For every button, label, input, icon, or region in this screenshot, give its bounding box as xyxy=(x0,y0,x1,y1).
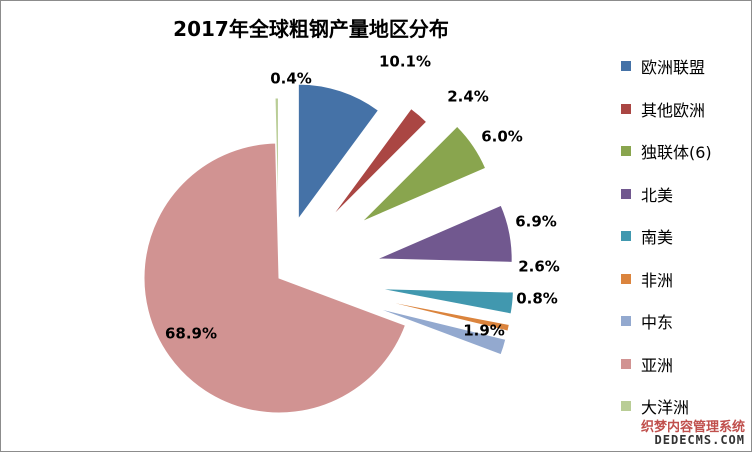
legend-swatch xyxy=(621,188,631,199)
pie-slice-3 xyxy=(361,125,487,223)
legend-swatch xyxy=(621,146,631,157)
legend-item-8: 亚洲 xyxy=(621,343,746,386)
legend-label: 北美 xyxy=(641,185,674,205)
legend-item-2: 其他欧洲 xyxy=(621,88,746,131)
data-label-1: 10.1% xyxy=(379,53,431,71)
legend-item-4: 北美 xyxy=(621,173,746,216)
watermark-line2: DEDECMS.COM xyxy=(654,433,745,448)
pie-slice-1 xyxy=(297,83,380,221)
legend-label: 南美 xyxy=(641,228,674,248)
legend-label: 中东 xyxy=(641,313,674,333)
legend-label: 亚洲 xyxy=(641,355,674,375)
legend-label: 独联体(6) xyxy=(641,143,712,163)
data-label-7: 1.9% xyxy=(463,322,505,340)
pie-slice-8 xyxy=(143,142,407,414)
chart-title: 2017年全球粗钢产量地区分布 xyxy=(173,17,449,41)
legend-item-7: 中东 xyxy=(621,300,746,343)
data-label-3: 6.0% xyxy=(481,128,523,146)
pie-slice-2 xyxy=(330,107,428,218)
legend-label: 欧洲联盟 xyxy=(641,58,706,78)
pie-chart: 10.1% 2.4% 6.0% 6.9% 2.6% 0.8% 1.9% 68.9% 0.4% xyxy=(143,53,560,414)
data-label-5: 2.6% xyxy=(518,258,560,276)
legend-label: 非洲 xyxy=(641,270,674,290)
legend-swatch xyxy=(621,358,631,369)
data-label-6: 0.8% xyxy=(516,290,558,308)
pie-slice-5 xyxy=(378,288,514,315)
legend-swatch xyxy=(621,103,631,114)
legend-swatch xyxy=(621,273,631,284)
legend-swatch xyxy=(621,316,631,327)
pie-slice-7 xyxy=(374,306,507,356)
watermark-line1: 织梦内容管理系统 xyxy=(640,419,745,435)
legend-label: 大洋洲 xyxy=(641,398,690,418)
data-label-9: 0.4% xyxy=(270,70,312,88)
legend: 欧洲联盟其他欧洲独联体(6) 北美南美非洲中东亚洲大洋洲 xyxy=(621,45,746,428)
legend-item-9: 大洋洲 xyxy=(621,385,746,428)
legend-item-6: 非洲 xyxy=(621,258,746,301)
legend-label: 其他欧洲 xyxy=(641,100,706,120)
legend-item-5: 南美 xyxy=(621,215,746,258)
legend-item-1: 欧洲联盟 xyxy=(621,45,746,88)
data-label-8: 68.9% xyxy=(165,325,217,343)
legend-swatch xyxy=(621,401,631,412)
legend-item-3: 独联体(6) xyxy=(621,130,746,173)
pie-slice-9 xyxy=(274,97,279,234)
data-label-4: 6.9% xyxy=(515,213,557,231)
legend-swatch xyxy=(621,231,631,242)
pie-slice-4 xyxy=(376,204,513,263)
legend-swatch xyxy=(621,61,631,72)
pie-slice-6 xyxy=(376,298,510,332)
watermark: 织梦内容管理系统 DEDECMS.COM xyxy=(641,421,745,447)
data-label-2: 2.4% xyxy=(447,88,489,106)
